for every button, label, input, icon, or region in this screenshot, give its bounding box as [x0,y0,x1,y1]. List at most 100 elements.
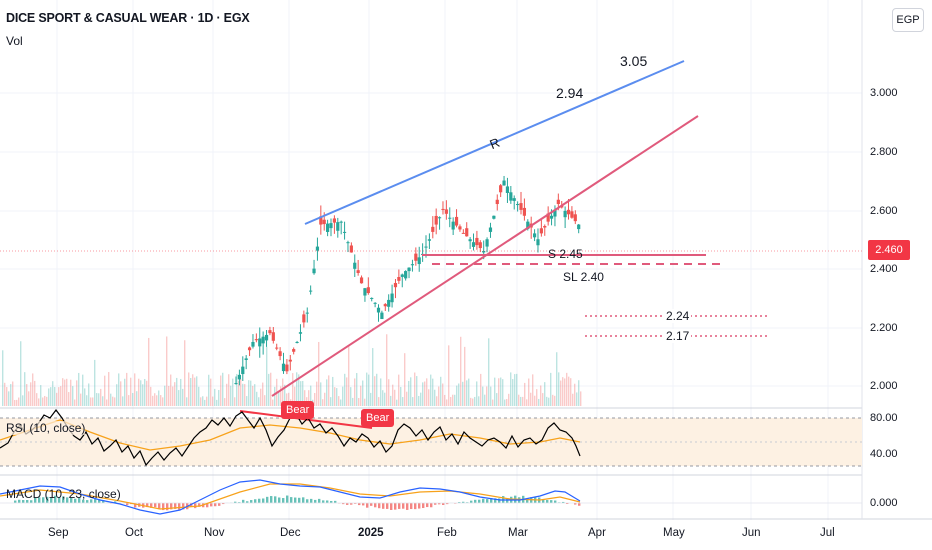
candle-body [512,198,516,201]
volume-bar [272,399,274,406]
volume-bar [370,392,372,406]
candle-body [516,204,520,206]
volume-bar [514,374,516,406]
macd-bar [98,499,101,503]
candle-body [543,226,547,228]
volume-bar [172,386,174,406]
volume-bar [78,372,80,406]
volume-bar [10,384,12,406]
volume-bar [532,374,534,406]
macd-bar [370,503,373,506]
volume-bar [260,388,262,406]
volume-bar [566,372,568,406]
candle-body [373,302,377,304]
symbol-title[interactable]: DICE SPORT & CASUAL WEAR · 1D · EGX [6,11,250,25]
volume-bar [382,390,384,406]
macd-bar [198,503,201,507]
target-label[interactable]: 3.05 [620,53,648,69]
volume-bar [452,394,454,406]
support-label[interactable]: S 2.45 [548,247,583,261]
volume-bar [550,372,552,406]
macd-bar [42,497,45,503]
volume-bar [36,393,38,406]
volume-bar [14,399,16,406]
volume-bar [296,372,298,406]
volume-bar [328,375,330,406]
volume-bar [90,397,92,406]
level-2-label[interactable]: 2.17 [664,329,692,343]
volume-bar [580,391,582,406]
macd-bar [26,500,29,503]
candle-body [546,213,550,222]
level-1-label[interactable]: 2.24 [664,309,692,323]
candle-body [553,209,557,217]
volume-bar [68,392,70,406]
macd-bar [82,499,85,503]
volume-bar [264,395,266,406]
volume-bar [122,396,124,406]
macd-tick: 0.000 [870,497,898,509]
volume-bar [518,394,520,406]
macd-bar [482,498,485,503]
volume-bar [58,387,60,406]
candle-body [353,262,357,269]
volume-bar [196,376,198,406]
time-tick: Jun [742,527,761,539]
candle-body [339,221,343,223]
volume-bar [442,383,444,406]
volume-bar [352,397,354,406]
candle-body [237,374,241,380]
macd-bar [170,503,173,510]
macd-bar [430,503,433,508]
volume-bar [166,336,168,406]
macd-bar [254,499,257,503]
stop-loss-label[interactable]: SL 2.40 [563,270,604,284]
volume-bar [150,386,152,406]
volume-bar [204,399,206,406]
volume-bar [536,389,538,406]
candle-body [461,232,465,234]
volume-bar [480,373,482,406]
currency-button[interactable]: EGP [892,8,924,32]
macd-bar [46,496,49,503]
macd-title[interactable]: MACD (10, 23, close) [6,487,121,501]
volume-bar [378,397,380,406]
volume-bar [202,396,204,406]
volume-bar [132,393,134,406]
volume-bar [2,350,4,406]
macd-bar [58,497,61,503]
volume-legend[interactable]: Vol [6,34,23,48]
price-tick: 2.600 [870,205,898,217]
macd-bar [498,498,501,503]
volume-bar [528,378,530,406]
candle-body [522,207,527,216]
candle-body [349,245,353,253]
macd-bar [22,500,25,503]
macd-signal-line [0,483,581,510]
volume-bar [372,348,374,406]
volume-bar [556,352,558,406]
candle-body [458,226,462,230]
volume-bar [416,376,418,406]
volume-bar [246,396,248,406]
candle-body [444,209,448,214]
resistance-trendline[interactable] [304,60,685,225]
macd-bar [126,503,129,506]
volume-bar [286,393,288,406]
rsi-title[interactable]: RSI (10, close) [6,421,86,435]
volume-bar [438,386,440,406]
macd-bar [494,498,497,503]
volume-bar [208,374,210,406]
macd-bar [114,501,117,503]
macd-bar [262,498,265,503]
high-label[interactable]: 2.94 [556,85,584,101]
volume-bar [44,395,46,406]
macd-bar [214,503,217,507]
time-tick: Feb [437,527,457,539]
volume-bar [250,380,252,406]
candle-body [326,223,330,232]
volume-bar [16,399,18,406]
volume-bar [428,389,430,406]
volume-bar [110,393,112,406]
